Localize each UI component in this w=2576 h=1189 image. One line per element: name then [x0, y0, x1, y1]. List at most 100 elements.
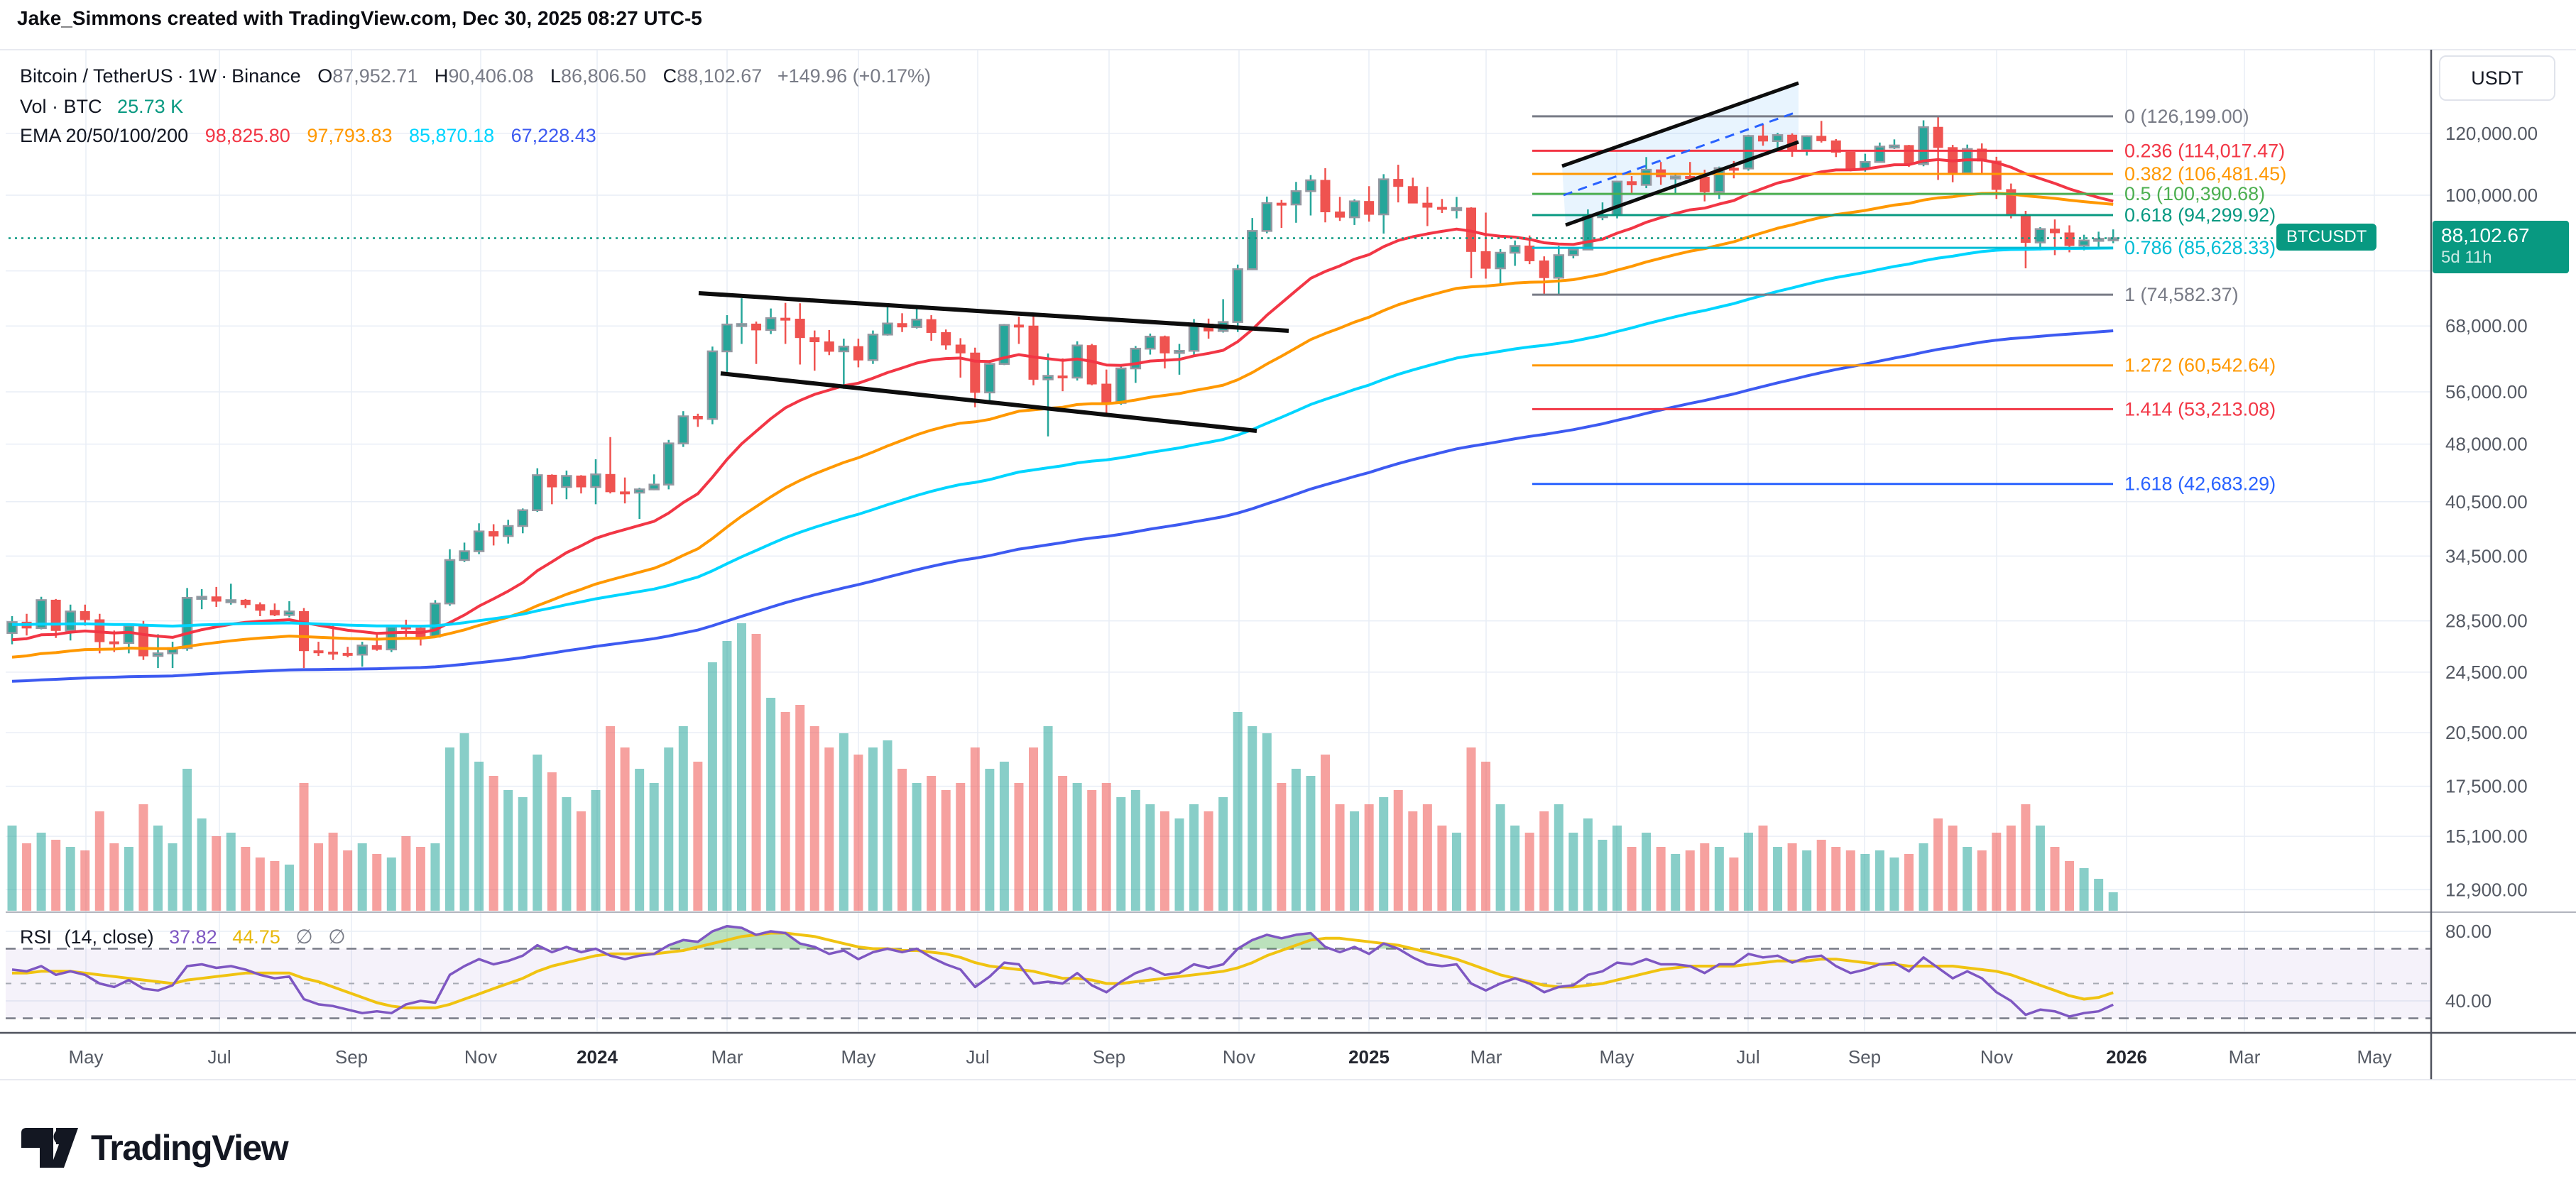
candle-body	[1057, 375, 1068, 378]
volume-bar	[1058, 776, 1068, 911]
volume-bar	[1977, 850, 1987, 911]
rsi-line	[11, 924, 2114, 1018]
candle-body	[1640, 168, 1652, 186]
candle-body	[1071, 344, 1083, 379]
volume-bar	[314, 843, 324, 911]
candle-body	[824, 341, 834, 352]
volume-bar	[1204, 811, 1213, 911]
candle-body	[2078, 239, 2090, 247]
fib-label: 0.382 (106,481.45)	[2124, 163, 2286, 185]
volume-bar	[153, 826, 163, 911]
candle-body	[225, 599, 236, 603]
volume-bar	[1101, 783, 1111, 911]
volume-legend[interactable]: Vol · BTC 25.73 K	[20, 96, 183, 118]
volume-bar	[2021, 804, 2031, 911]
volume-bar	[707, 662, 717, 911]
volume-bar	[357, 843, 367, 911]
price-axis-label: 56,000.00	[2445, 381, 2528, 402]
candle-body	[1669, 175, 1681, 180]
candle-body	[2107, 237, 2119, 241]
price-line-symbol-badge[interactable]: BTCUSDT	[2276, 224, 2377, 251]
rsi-legend[interactable]: RSI (14, close) 37.82 44.75 ∅ ∅	[20, 925, 346, 948]
volume-bar	[182, 769, 192, 911]
candle-body	[1480, 251, 1491, 269]
candle-body	[269, 610, 280, 615]
candle-body	[1904, 145, 1914, 165]
candle-body	[2050, 229, 2060, 234]
candle-body	[1874, 146, 1886, 163]
volume-bar	[1159, 811, 1169, 911]
close-value: 88,102.67	[677, 65, 763, 87]
volume-bar	[415, 847, 425, 911]
volume-bar	[1321, 755, 1330, 911]
rsi-title: RSI	[20, 926, 53, 948]
volume-bar	[927, 776, 937, 911]
time-axis-label: Nov	[1980, 1046, 2013, 1068]
time-axis-label: Sep	[1848, 1046, 1881, 1068]
candle-body	[970, 352, 981, 393]
volume-bar	[255, 857, 265, 911]
ema50-value: 97,793.83	[307, 125, 393, 146]
candle-body	[1290, 190, 1302, 206]
volume-bar	[489, 776, 498, 911]
price-axis-label: 48,000.00	[2445, 434, 2528, 455]
candle-body	[1524, 245, 1535, 261]
volume-bar	[635, 769, 645, 911]
up-channel-line	[1561, 81, 1799, 168]
candle-body	[633, 488, 645, 494]
volume-bar	[1642, 833, 1652, 911]
volume-bar	[751, 634, 761, 911]
rsi-lower-band-empty-icon: ∅	[328, 926, 346, 948]
volume-bar	[1816, 840, 1826, 911]
candle-body	[50, 599, 61, 631]
candle-body	[692, 415, 703, 420]
volume-bar	[1277, 783, 1287, 911]
volume-bar	[1262, 733, 1272, 911]
up-channel-midline	[1563, 111, 1797, 197]
fib-label: 1.618 (42,683.29)	[2124, 473, 2276, 495]
fib-label: 0.5 (100,390.68)	[2124, 183, 2265, 204]
candle-body	[36, 599, 47, 630]
volume-bar	[1671, 854, 1681, 911]
tradingview-logo[interactable]: TradingView	[21, 1127, 289, 1168]
candle-body	[576, 475, 586, 488]
candle-body	[1320, 180, 1331, 212]
ema-legend[interactable]: EMA 20/50/100/200 98,825.80 97,793.83 85…	[20, 125, 596, 147]
volume-bar	[1874, 850, 1884, 911]
volume-bar	[168, 843, 178, 911]
tradingview-logo-icon	[21, 1128, 78, 1168]
time-axis-label: Mar	[1470, 1046, 1502, 1068]
volume-bar	[649, 783, 659, 911]
volume-bar	[1598, 840, 1608, 911]
last-price-axis-label[interactable]: 88,102.67 5d 11h	[2433, 221, 2569, 273]
volume-bar	[678, 726, 688, 911]
candle-body	[1305, 179, 1316, 192]
volume-bar	[562, 797, 572, 911]
volume-bar	[1627, 847, 1637, 911]
currency-unit-button[interactable]: USDT	[2439, 55, 2555, 101]
ema-line	[11, 329, 2114, 683]
volume-bar	[1612, 826, 1622, 911]
price-axis-label: 100,000.00	[2445, 185, 2538, 206]
candle-body	[517, 509, 528, 527]
volume-bar	[737, 623, 746, 911]
volume-bar	[868, 747, 878, 911]
candle-body	[1247, 230, 1258, 270]
volume-bar	[430, 843, 440, 911]
candle-body	[313, 650, 324, 654]
volume-bar	[1393, 790, 1403, 911]
volume-bar	[445, 747, 454, 911]
candle-body	[1348, 200, 1360, 219]
volume-bar	[970, 747, 980, 911]
volume-bar	[897, 769, 907, 911]
symbol-legend[interactable]: Bitcoin / TetherUS · 1W · Binance O87,952.71…	[20, 65, 931, 87]
fib-label: 0.786 (85,628.33)	[2124, 237, 2276, 258]
interval-label: 1W	[187, 65, 217, 87]
volume-bar	[94, 811, 104, 911]
volume-bar	[1335, 804, 1345, 911]
time-axis-label: Jul	[207, 1046, 231, 1068]
candle-body	[677, 415, 689, 444]
price-axis-label: 40,500.00	[2445, 491, 2528, 513]
volume-value: 25.73 K	[117, 96, 184, 117]
